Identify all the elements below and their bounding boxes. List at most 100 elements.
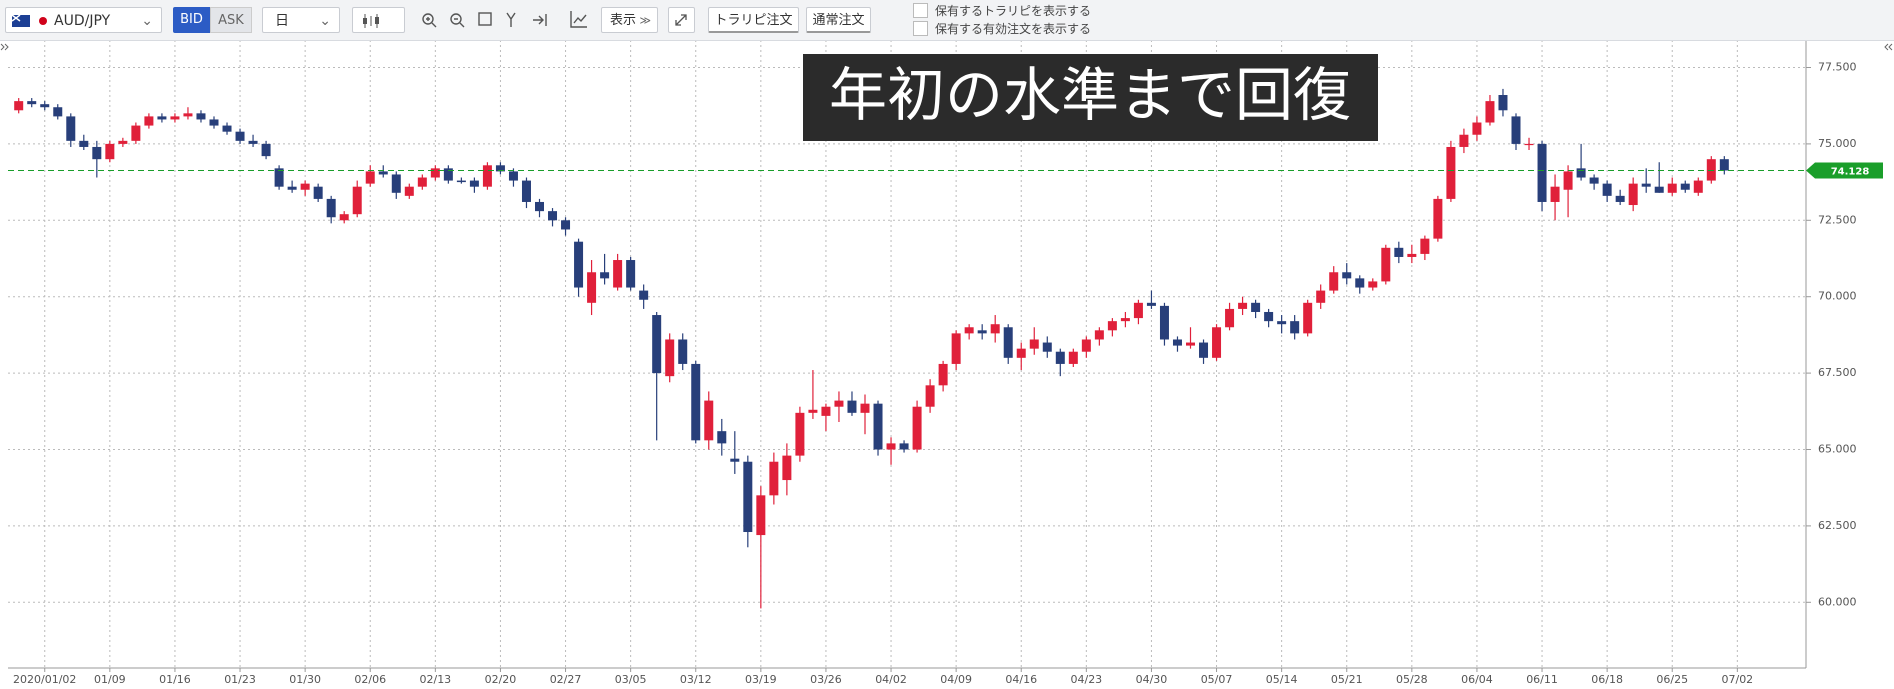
candle-body: [1238, 302, 1248, 309]
candle-body: [1485, 101, 1495, 123]
candle-body: [860, 403, 870, 413]
x-tick-label: 06/11: [1526, 673, 1558, 686]
trap-repeat-order-button[interactable]: トラリピ注文: [708, 7, 799, 33]
candle-body: [1472, 122, 1482, 135]
candle-body: [1081, 339, 1091, 352]
candle-body: [157, 116, 167, 120]
candle-body: [417, 177, 427, 187]
candle-body: [1225, 308, 1235, 328]
y-tick-label: 75.000: [1818, 137, 1857, 150]
ask-button[interactable]: ASK: [210, 7, 252, 33]
candle-icon: [363, 14, 379, 28]
candle-body: [535, 201, 544, 212]
candle-body: [521, 180, 531, 202]
current-price-tag: [1806, 162, 1883, 179]
candle-body: [144, 116, 154, 126]
x-tick-label: 03/12: [680, 673, 712, 686]
x-tick-label: 03/19: [745, 673, 777, 686]
x-tick-label: 05/28: [1396, 673, 1428, 686]
x-tick-label: 04/23: [1070, 673, 1102, 686]
candle-body: [1342, 272, 1352, 279]
symbol-select[interactable]: AUD/JPY ⌄: [5, 7, 162, 33]
candle-body: [1159, 305, 1169, 340]
candle-body: [27, 101, 37, 105]
candle-body: [626, 260, 636, 288]
candle-body: [14, 101, 24, 111]
candle-body: [196, 113, 206, 120]
candle-body: [1264, 311, 1274, 322]
candle-body: [1667, 183, 1677, 193]
candle-body: [613, 260, 623, 288]
y-tick-label: 60.000: [1818, 595, 1857, 608]
indicator-icon[interactable]: [565, 7, 593, 33]
candle-body: [261, 143, 271, 157]
caret: ⌄: [319, 13, 331, 29]
candle-body: [1381, 247, 1391, 282]
candle-body: [1693, 180, 1703, 193]
dot: [39, 17, 47, 25]
candle-body: [1003, 327, 1013, 358]
collapse-right[interactable]: [1884, 43, 1893, 51]
checkbox[interactable]: [913, 21, 928, 36]
tool-icons[interactable]: [415, 7, 565, 33]
candle-body: [1446, 146, 1456, 199]
display-select[interactable]: 表示 ≫: [601, 7, 658, 33]
candle-body: [508, 171, 518, 181]
normal-order-button[interactable]: 通常注文: [806, 7, 871, 33]
candle-body: [404, 186, 414, 196]
candle-body: [456, 180, 466, 183]
candle-body: [1680, 183, 1690, 190]
candle-body: [951, 333, 961, 364]
x-tick-label: 02/20: [485, 673, 517, 686]
candle-body: [717, 431, 727, 444]
candle-body: [977, 330, 987, 334]
flag: [12, 15, 30, 27]
candle-body: [1615, 195, 1625, 202]
candle-body: [990, 324, 1000, 334]
candle-body: [964, 327, 974, 334]
x-tick-label: 04/30: [1136, 673, 1168, 686]
x-tick-label: 01/30: [289, 673, 321, 686]
x-tick-label: 02/13: [419, 673, 451, 686]
expand-button[interactable]: [668, 7, 695, 33]
toolbar: AUD/JPY ⌄ BID ASK 日 ⌄ 表示 ≫ トラリピ注文 通常注文 保有す…: [0, 0, 1894, 41]
candle-body: [1706, 159, 1716, 181]
annotation: 年初の水準まで回復: [829, 61, 1351, 129]
candle-body: [730, 458, 740, 462]
candle-body: [482, 165, 492, 187]
candle-body: [1498, 95, 1508, 111]
candle-body: [287, 186, 297, 190]
x-tick-label: 01/23: [224, 673, 256, 686]
caret: ≫: [639, 14, 651, 27]
x-tick-label: 07/02: [1721, 673, 1753, 686]
chart-type-select[interactable]: [352, 7, 405, 33]
period-select[interactable]: 日 ⌄: [262, 7, 340, 33]
collapse-left[interactable]: [0, 43, 9, 51]
candle-body: [1550, 186, 1560, 202]
candle-body: [170, 116, 180, 120]
candle-body: [53, 107, 63, 117]
y-tick-label: 72.500: [1818, 213, 1857, 226]
x-tick-label: 04/02: [875, 673, 907, 686]
annotation-box: [803, 54, 1378, 141]
candle-body: [1355, 278, 1365, 288]
x-tick-label: 05/14: [1266, 673, 1298, 686]
candle-body: [1537, 143, 1547, 202]
x-tick-label: 06/25: [1656, 673, 1688, 686]
candle-body: [1277, 321, 1287, 325]
candle-body: [1407, 253, 1417, 257]
candle-body: [795, 412, 805, 456]
candle-body: [1394, 247, 1404, 257]
candle-body: [131, 125, 141, 141]
candle-body: [1029, 339, 1039, 349]
checkbox[interactable]: [913, 3, 928, 18]
candle-body: [118, 140, 128, 144]
x-tick-label: 06/04: [1461, 673, 1493, 686]
bid-button[interactable]: BID: [173, 7, 210, 33]
candle-body: [587, 272, 597, 303]
candle-body: [1290, 321, 1300, 334]
expand-icon: [675, 14, 687, 26]
candle-body: [1094, 330, 1104, 340]
candle-body: [1107, 321, 1117, 331]
